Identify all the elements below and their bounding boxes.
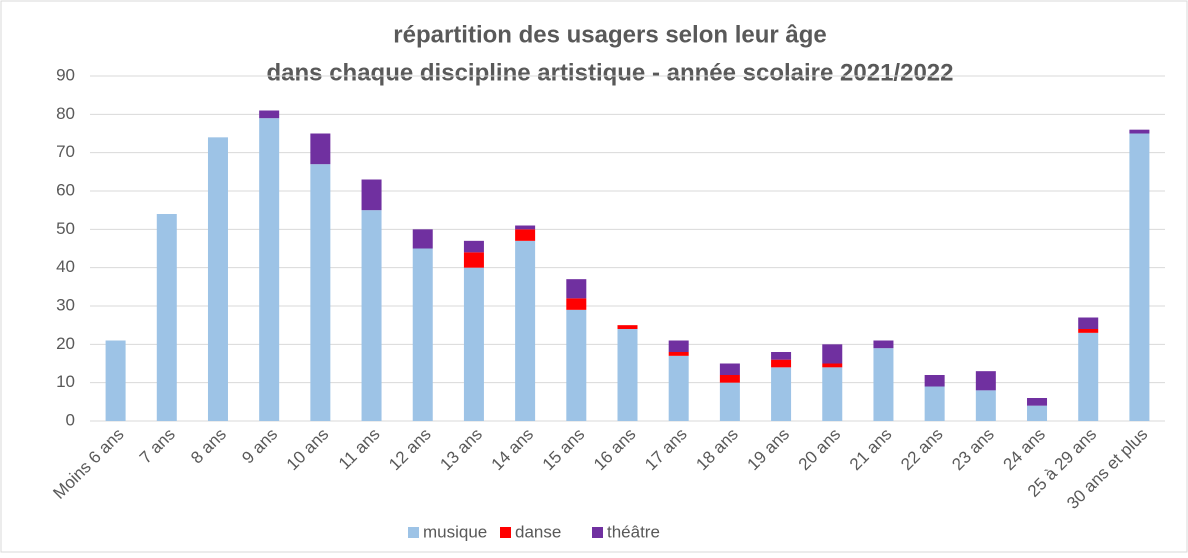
bar-segment xyxy=(412,229,433,249)
legend-swatch xyxy=(500,527,511,538)
legend-label: théâtre xyxy=(607,522,660,541)
legend-label: musique xyxy=(423,522,487,541)
bar-segment xyxy=(771,352,792,360)
bar-segment xyxy=(310,133,331,165)
legend-label: danse xyxy=(515,522,561,541)
bar-segment xyxy=(822,363,843,368)
chart-title: dans chaque discipline artistique - anné… xyxy=(267,59,954,86)
bar-segment xyxy=(822,367,843,421)
bar-segment xyxy=(771,359,792,368)
legend-swatch xyxy=(592,527,603,538)
bar-segment xyxy=(566,279,587,299)
bar-segment xyxy=(310,164,331,421)
y-tick-label: 40 xyxy=(56,257,75,276)
bar-segment xyxy=(207,137,228,422)
y-tick-label: 80 xyxy=(56,104,75,123)
bar-segment xyxy=(975,371,996,391)
bar-segment xyxy=(515,229,536,241)
bar-segment xyxy=(617,325,638,329)
bar-segment xyxy=(771,367,792,421)
bar-segment xyxy=(719,382,740,421)
bar-segment xyxy=(1027,405,1048,421)
bar-segment xyxy=(259,110,280,119)
legend-swatch xyxy=(408,527,419,538)
y-tick-label: 70 xyxy=(56,142,75,161)
bar-segment xyxy=(1078,329,1099,333)
bar-segment xyxy=(975,390,996,421)
bar-segment xyxy=(924,375,945,387)
bar-segment xyxy=(1078,317,1099,329)
bar-segment xyxy=(259,118,280,422)
y-tick-label: 20 xyxy=(56,334,75,353)
bar-segment xyxy=(1078,332,1099,421)
y-tick-label: 60 xyxy=(56,180,75,199)
y-tick-label: 30 xyxy=(56,295,75,314)
bar-segment xyxy=(1129,133,1150,421)
bar-segment xyxy=(1027,398,1048,406)
bar-segment xyxy=(1129,129,1150,134)
bar-segment xyxy=(668,340,689,352)
bar-segment xyxy=(668,352,689,356)
chart-title: répartition des usagers selon leur âge xyxy=(393,21,826,48)
bar-segment xyxy=(617,329,638,421)
bar-segment xyxy=(566,298,587,310)
bar-segment xyxy=(719,363,740,375)
bar-segment xyxy=(105,340,126,421)
bar-segment xyxy=(412,248,433,421)
bar-segment xyxy=(361,210,382,421)
bar-segment xyxy=(463,240,484,253)
y-tick-label: 0 xyxy=(66,410,75,429)
bar-segment xyxy=(719,375,740,383)
y-tick-label: 10 xyxy=(56,372,75,391)
bar-segment xyxy=(156,214,177,421)
bar-segment xyxy=(515,225,536,230)
bar-segment xyxy=(668,355,689,421)
bar-segment xyxy=(463,267,484,421)
y-tick-label: 90 xyxy=(56,65,75,84)
bar-segment xyxy=(873,348,894,421)
bar-segment xyxy=(361,179,382,211)
bar-segment xyxy=(822,344,843,364)
bar-segment xyxy=(515,240,536,421)
bar-segment xyxy=(566,309,587,421)
bar-segment xyxy=(924,386,945,421)
bar-segment xyxy=(463,252,484,268)
bar-segment xyxy=(873,340,894,349)
y-tick-label: 50 xyxy=(56,219,75,238)
